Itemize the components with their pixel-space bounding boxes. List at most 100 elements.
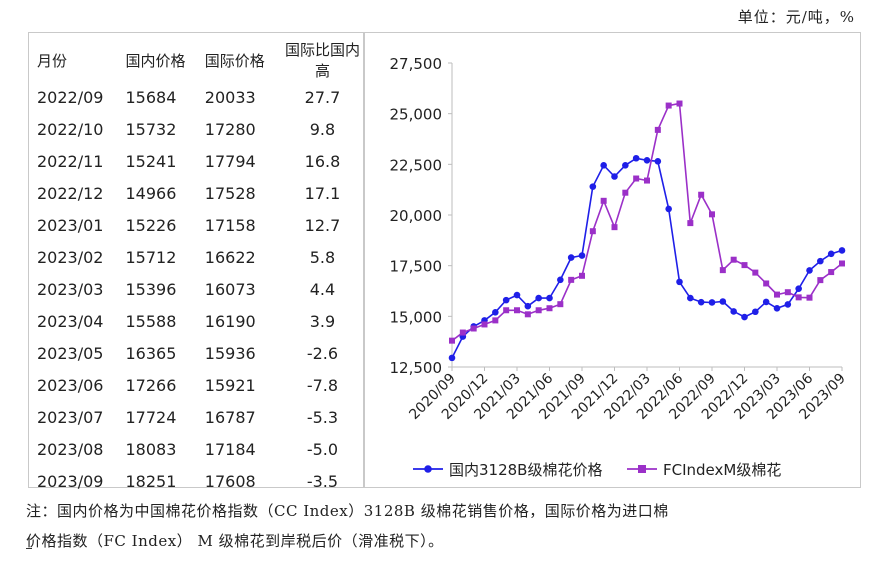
cell-domestic-price: 14966 xyxy=(125,183,177,203)
header-domestic-price: 国内价格 xyxy=(125,51,186,70)
data-point-domestic xyxy=(676,278,683,286)
y-tick-label: 15,000 xyxy=(390,308,443,326)
cell-difference: 3.9 xyxy=(309,311,336,331)
cell-month: 2023/01 xyxy=(37,215,104,235)
table-row: 2023/07 17724 16787 -5.3 xyxy=(33,401,363,433)
data-point-international xyxy=(514,307,520,314)
cell-domestic-price: 15588 xyxy=(125,311,177,331)
data-point-international xyxy=(568,276,575,283)
cell-domestic-price: 16365 xyxy=(125,343,177,363)
cell-month: 2023/09 xyxy=(37,471,104,491)
data-point-domestic xyxy=(665,205,672,213)
cell-month: 2023/08 xyxy=(37,439,104,459)
data-point-international xyxy=(449,337,455,344)
table-row: 2023/04 15588 16190 3.9 xyxy=(33,305,363,337)
data-point-domestic xyxy=(708,299,716,306)
legend-label: FCIndexM级棉花 xyxy=(663,461,781,479)
series-line-domestic xyxy=(451,157,843,359)
cell-international-price: 20033 xyxy=(204,87,256,107)
cell-international-price: 17794 xyxy=(204,151,256,171)
cell-international-price: 17608 xyxy=(204,471,256,491)
data-point-domestic xyxy=(719,298,727,305)
data-point-international xyxy=(535,307,542,314)
data-point-international xyxy=(611,224,618,231)
price-chart-panel: 12,500 15,000 17,500 20,000 22,500 25,000 27,5… xyxy=(364,32,861,488)
data-point-international xyxy=(459,329,466,336)
data-point-domestic xyxy=(752,308,759,316)
data-point-international xyxy=(817,277,824,284)
cell-international-price: 16622 xyxy=(204,247,256,267)
data-point-international xyxy=(709,211,715,218)
data-point-international xyxy=(524,311,531,318)
data-point-domestic xyxy=(697,298,705,306)
cell-domestic-price: 15732 xyxy=(125,119,177,139)
price-table: 月份 国内价格 国际价格 国际比国内高 2022/09 15684 20033 27.… xyxy=(33,39,363,497)
data-point-international xyxy=(470,325,477,332)
data-point-international xyxy=(644,177,650,184)
cell-international-price: 16190 xyxy=(204,311,256,331)
data-point-international xyxy=(633,175,640,182)
data-point-international xyxy=(579,272,585,279)
header-difference: 国际比国内高 xyxy=(284,41,360,80)
data-point-international xyxy=(546,305,553,312)
data-point-international xyxy=(839,260,845,267)
price-table-panel: 月份 国内价格 国际价格 国际比国内高 2022/09 15684 20033 27.… xyxy=(28,32,364,491)
cell-domestic-price: 18251 xyxy=(125,471,177,491)
data-point-international xyxy=(503,307,510,314)
data-point-domestic xyxy=(589,183,597,190)
legend-marker-circle xyxy=(424,465,432,473)
cell-international-price: 16073 xyxy=(204,279,256,299)
cell-domestic-price: 15712 xyxy=(125,247,177,267)
data-point-international xyxy=(481,321,488,328)
data-point-domestic xyxy=(524,302,532,310)
footnote: 注：国内价格为中国棉花价格指数（CC Index）3128B 级棉花销售价格，国… xyxy=(26,496,876,556)
data-point-domestic xyxy=(687,294,694,302)
cell-international-price: 17158 xyxy=(204,215,256,235)
cell-month: 2023/05 xyxy=(37,343,104,363)
data-point-domestic xyxy=(578,252,586,259)
footnote-line-2: 价格指数（FC Index） M 级棉花到岸税后价（滑准税下）。 xyxy=(26,532,444,550)
data-point-domestic xyxy=(838,247,846,254)
data-point-domestic xyxy=(492,308,499,316)
table-header-row: 月份 国内价格 国际价格 国际比国内高 xyxy=(33,39,363,81)
data-point-international xyxy=(795,294,802,301)
data-point-domestic xyxy=(632,154,640,162)
y-tick-label: 27,500 xyxy=(390,55,443,73)
data-point-domestic xyxy=(773,305,781,312)
cell-difference: 12.7 xyxy=(304,215,341,235)
cell-difference: 27.7 xyxy=(304,87,341,107)
data-point-international xyxy=(622,189,629,196)
cell-month: 2023/07 xyxy=(37,407,104,427)
unit-label: 单位：元/吨，% xyxy=(737,8,855,26)
cell-international-price: 16787 xyxy=(204,407,256,427)
data-point-domestic xyxy=(741,313,748,321)
legend-marker-square xyxy=(638,465,646,473)
data-point-domestic xyxy=(784,301,792,308)
data-point-domestic xyxy=(611,173,618,180)
table-row: 2023/02 15712 16622 5.8 xyxy=(33,241,363,273)
data-point-international xyxy=(752,269,759,276)
data-point-international xyxy=(600,197,607,204)
table-row: 2023/03 15396 16073 4.4 xyxy=(33,273,363,305)
cell-difference: -7.8 xyxy=(306,375,339,395)
cell-international-price: 15936 xyxy=(204,343,256,363)
cell-difference: -3.5 xyxy=(306,471,339,491)
data-point-domestic xyxy=(557,276,564,284)
data-point-international xyxy=(784,289,791,296)
data-point-international xyxy=(687,220,694,227)
data-point-international xyxy=(492,317,499,324)
cell-month: 2022/09 xyxy=(37,87,104,107)
footnote-marker xyxy=(26,548,32,549)
cell-difference: 17.1 xyxy=(304,183,341,203)
data-point-international xyxy=(557,301,564,308)
table-row: 2022/11 15241 17794 16.8 xyxy=(33,145,363,177)
data-point-domestic xyxy=(643,156,651,164)
cell-domestic-price: 17724 xyxy=(125,407,177,427)
data-point-international xyxy=(774,291,780,298)
cell-month: 2023/06 xyxy=(37,375,104,395)
data-point-international xyxy=(654,126,661,133)
data-point-domestic xyxy=(762,298,770,306)
cell-domestic-price: 15226 xyxy=(125,215,177,235)
cell-month: 2022/12 xyxy=(37,183,104,203)
y-tick-label: 25,000 xyxy=(390,106,443,124)
